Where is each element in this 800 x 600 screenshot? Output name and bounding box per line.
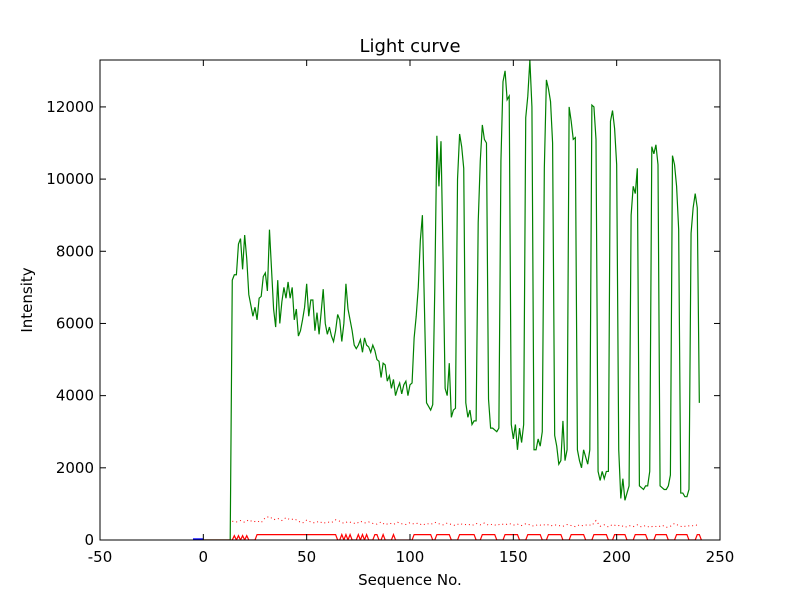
series-line-0 xyxy=(193,60,700,540)
y-tick-label: 0 xyxy=(84,531,94,549)
y-axis-label: Intensity xyxy=(18,267,36,332)
x-tick-label: 150 xyxy=(499,548,528,566)
y-tick-label: 8000 xyxy=(56,242,94,260)
x-tick-label: 0 xyxy=(199,548,209,566)
chart-title: Light curve xyxy=(359,36,460,57)
x-tick-label: 250 xyxy=(706,548,735,566)
x-tick-label: 100 xyxy=(396,548,425,566)
series-line-2 xyxy=(232,515,700,528)
axis-ticks: -50 0 50 100 150 200 2500200040006000800010000… xyxy=(46,60,734,566)
x-tick-label: 50 xyxy=(297,548,316,566)
series-line-1 xyxy=(203,532,702,540)
x-tick-label: -50 xyxy=(88,548,113,566)
y-tick-label: 2000 xyxy=(56,459,94,477)
y-tick-label: 12000 xyxy=(46,98,94,116)
x-tick-label: 200 xyxy=(602,548,631,566)
y-tick-label: 4000 xyxy=(56,387,94,405)
plot-series-group xyxy=(193,60,702,540)
y-tick-label: 10000 xyxy=(46,170,94,188)
x-axis-label: Sequence No. xyxy=(358,571,462,589)
y-tick-label: 6000 xyxy=(56,314,94,332)
